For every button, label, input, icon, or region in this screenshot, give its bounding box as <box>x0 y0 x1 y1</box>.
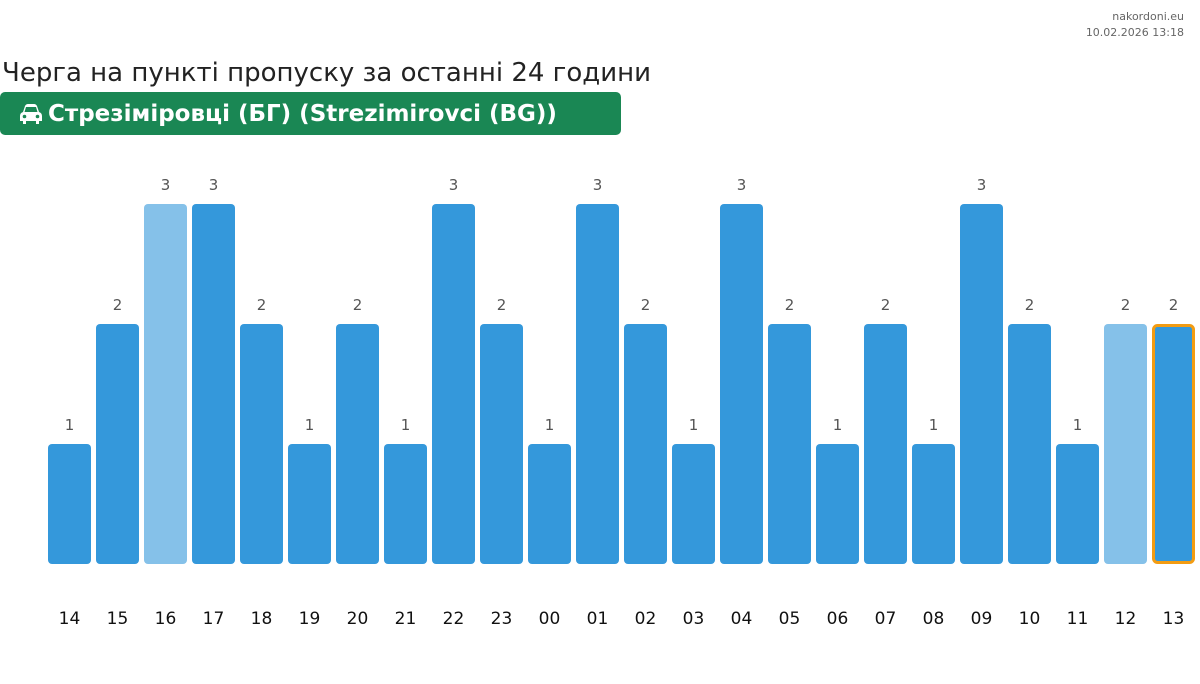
x-tick-label: 06 <box>827 609 849 629</box>
bar <box>240 324 283 564</box>
data-label: 3 <box>161 176 171 194</box>
x-tick-label: 22 <box>443 609 465 629</box>
x-tick-label: 09 <box>971 609 993 629</box>
x-tick-label: 14 <box>59 609 81 629</box>
bar <box>576 204 619 564</box>
x-tick-label: 10 <box>1019 609 1041 629</box>
x-tick-label: 03 <box>683 609 705 629</box>
x-tick-label: 11 <box>1067 609 1089 629</box>
x-tick-label: 01 <box>587 609 609 629</box>
data-label: 2 <box>881 296 891 314</box>
car-icon <box>20 103 42 124</box>
checkpoint-badge: Стрезіміровці (БГ) (Strezimirovci (BG)) <box>0 92 621 135</box>
x-tick-label: 13 <box>1163 609 1185 629</box>
bar <box>816 444 859 564</box>
data-label: 2 <box>1169 296 1179 314</box>
bar <box>336 324 379 564</box>
data-label: 3 <box>977 176 987 194</box>
bar <box>960 204 1003 564</box>
source-site: nakordoni.eu <box>1112 10 1184 23</box>
bar <box>864 324 907 564</box>
source-info: nakordoni.eu 10.02.2026 13:18 <box>1086 9 1184 41</box>
x-tick-label: 16 <box>155 609 177 629</box>
data-label: 2 <box>785 296 795 314</box>
bar <box>720 204 763 564</box>
data-label: 3 <box>209 176 219 194</box>
bar <box>912 444 955 564</box>
data-label: 1 <box>545 416 555 434</box>
bar <box>624 324 667 564</box>
data-label: 2 <box>1025 296 1035 314</box>
bar <box>48 444 91 564</box>
data-label: 2 <box>641 296 651 314</box>
data-label: 3 <box>593 176 603 194</box>
checkpoint-name: Стрезіміровці (БГ) (Strezimirovci (BG)) <box>48 100 557 127</box>
x-tick-label: 19 <box>299 609 321 629</box>
data-label: 1 <box>401 416 411 434</box>
data-label: 3 <box>737 176 747 194</box>
bar <box>1152 324 1195 564</box>
x-tick-label: 17 <box>203 609 225 629</box>
bar <box>672 444 715 564</box>
x-tick-label: 05 <box>779 609 801 629</box>
bar <box>384 444 427 564</box>
x-tick-label: 08 <box>923 609 945 629</box>
bar <box>528 444 571 564</box>
data-label: 2 <box>113 296 123 314</box>
x-tick-label: 23 <box>491 609 513 629</box>
data-label: 1 <box>929 416 939 434</box>
timestamp: 10.02.2026 13:18 <box>1085 26 1184 39</box>
x-tick-label: 18 <box>251 609 273 629</box>
data-label: 1 <box>689 416 699 434</box>
data-label: 2 <box>497 296 507 314</box>
bar <box>1008 324 1051 564</box>
bar <box>480 324 523 564</box>
page-title: Черга на пункті пропуску за останні 24 г… <box>2 58 652 88</box>
bar <box>768 324 811 564</box>
x-tick-label: 21 <box>395 609 417 629</box>
bar <box>144 204 187 564</box>
data-label: 1 <box>305 416 315 434</box>
x-tick-label: 15 <box>107 609 129 629</box>
x-tick-label: 20 <box>347 609 369 629</box>
data-label: 1 <box>1073 416 1083 434</box>
bar <box>288 444 331 564</box>
data-label: 2 <box>353 296 363 314</box>
bar <box>432 204 475 564</box>
bar <box>1104 324 1147 564</box>
x-tick-label: 04 <box>731 609 753 629</box>
bar <box>1056 444 1099 564</box>
data-label: 2 <box>257 296 267 314</box>
data-label: 2 <box>1121 296 1131 314</box>
x-tick-label: 12 <box>1115 609 1137 629</box>
data-label: 1 <box>833 416 843 434</box>
bar <box>96 324 139 564</box>
x-tick-label: 07 <box>875 609 897 629</box>
x-tick-label: 02 <box>635 609 657 629</box>
x-tick-label: 00 <box>539 609 561 629</box>
bar <box>192 204 235 564</box>
data-label: 1 <box>65 416 75 434</box>
data-label: 3 <box>449 176 459 194</box>
